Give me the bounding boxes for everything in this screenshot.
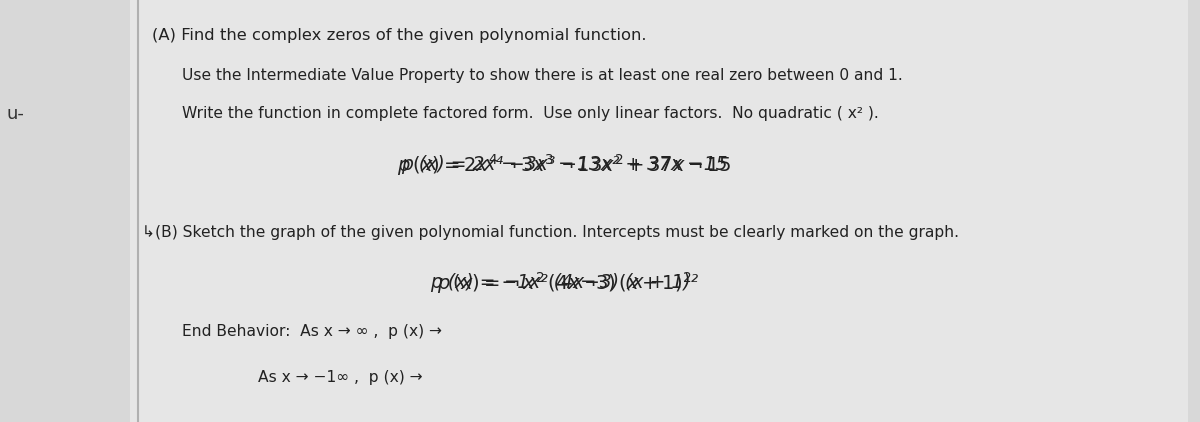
Text: ↳(B) Sketch the graph of the given polynomial function. Intercepts must be clear: ↳(B) Sketch the graph of the given polyn… — [142, 225, 959, 240]
Text: $p\,(x) = \mathsf{\neg}\,x^2\,(4x\mathsf{\neg}3)\,(x + 1)^2$: $p\,(x) = \mathsf{\neg}\,x^2\,(4x\mathsf… — [437, 270, 691, 296]
Text: As x → −1∞ ,  p (x) →: As x → −1∞ , p (x) → — [258, 370, 422, 385]
Text: p (x) = 2x⁴ −3x³ −13x² + 37x −15: p (x) = 2x⁴ −3x³ −13x² + 37x −15 — [401, 155, 727, 174]
Text: Use the Intermediate Value Property to show there is at least one real zero betw: Use the Intermediate Value Property to s… — [182, 68, 904, 84]
Text: Write the function in complete factored form.  Use only linear factors.  No quad: Write the function in complete factored … — [182, 106, 880, 122]
Text: $p\,(x) = 2x^4\,\mathsf{\neg}\,3x^3\,\mathsf{\neg}\,13x^2 + 37x\,\mathsf{\neg}\,: $p\,(x) = 2x^4\,\mathsf{\neg}\,3x^3\,\ma… — [397, 151, 731, 178]
Text: u-: u- — [6, 105, 24, 123]
Text: End Behavior:  As x → ∞ ,  p (x) →: End Behavior: As x → ∞ , p (x) → — [182, 324, 443, 339]
Text: (A) Find the complex zeros of the given polynomial function.: (A) Find the complex zeros of the given … — [152, 28, 647, 43]
FancyBboxPatch shape — [130, 0, 1188, 422]
Text: p (x) = −1x² (4x−3) (x + 1)²: p (x) = −1x² (4x−3) (x + 1)² — [430, 273, 698, 292]
